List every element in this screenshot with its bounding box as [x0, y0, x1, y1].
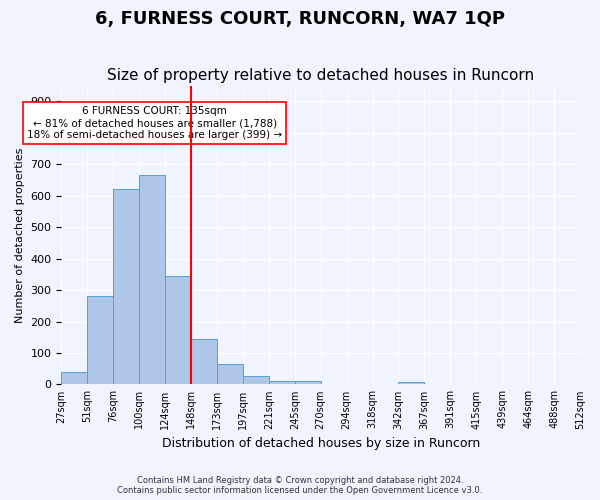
Text: 6, FURNESS COURT, RUNCORN, WA7 1QP: 6, FURNESS COURT, RUNCORN, WA7 1QP: [95, 10, 505, 28]
Text: 6 FURNESS COURT: 135sqm
← 81% of detached houses are smaller (1,788)
18% of semi: 6 FURNESS COURT: 135sqm ← 81% of detache…: [27, 106, 283, 140]
Bar: [191, 339, 217, 384]
Bar: [217, 364, 243, 384]
Text: Contains HM Land Registry data © Crown copyright and database right 2024.
Contai: Contains HM Land Registry data © Crown c…: [118, 476, 482, 495]
Y-axis label: Number of detached properties: Number of detached properties: [15, 148, 25, 322]
Bar: [139, 175, 165, 384]
Bar: [269, 380, 295, 384]
X-axis label: Distribution of detached houses by size in Runcorn: Distribution of detached houses by size …: [161, 437, 480, 450]
Bar: [243, 376, 269, 384]
Bar: [398, 382, 424, 384]
Bar: [295, 382, 321, 384]
Bar: [61, 372, 88, 384]
Bar: [113, 190, 139, 384]
Bar: [88, 296, 113, 384]
Title: Size of property relative to detached houses in Runcorn: Size of property relative to detached ho…: [107, 68, 534, 83]
Bar: [165, 276, 191, 384]
